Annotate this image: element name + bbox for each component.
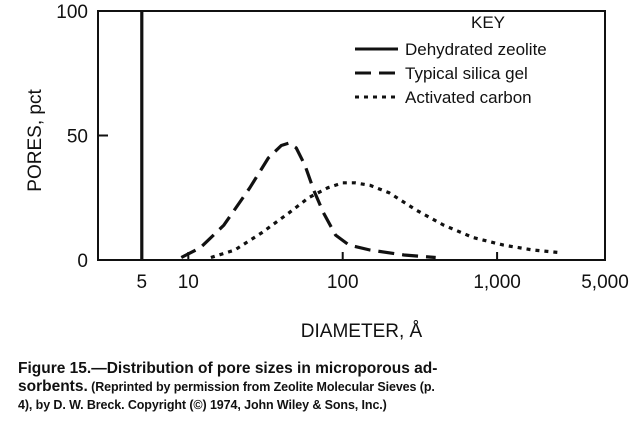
caption-title-line2: sorbents. [18, 378, 88, 395]
series-line-activated-carbon [210, 181, 559, 260]
x-tick-label: 100 [327, 272, 359, 293]
legend-title: KEY [471, 13, 505, 32]
y-tick-label: 100 [56, 2, 88, 23]
series-line-typical-silica-gel [180, 141, 436, 260]
figure-caption: Figure 15.—Distribution of pore sizes in… [18, 360, 623, 414]
y-tick-label: 50 [67, 127, 88, 148]
y-axis-label: PORES, pct [25, 89, 46, 192]
legend-label: Activated carbon [405, 88, 532, 107]
caption-title-line1: Figure 15.—Distribution of pore sizes in… [18, 360, 438, 377]
caption-credit-line2: (Reprinted by permission from Zeolite Mo… [87, 380, 435, 394]
x-tick-label: 5,000 [581, 272, 629, 293]
x-axis-label: DIAMETER, Å [301, 321, 423, 342]
legend-label: Typical silica gel [405, 64, 528, 83]
caption-line2: sorbents. (Reprinted by permission from … [18, 378, 623, 396]
y-tick-label: 0 [77, 251, 88, 272]
legend: KEY Dehydrated zeolite Typical silica gel A… [355, 13, 547, 107]
x-tick-label: 1,000 [473, 272, 521, 293]
legend-label: Dehydrated zeolite [405, 40, 547, 59]
x-tick-label: 10 [178, 272, 199, 293]
axis-labels: 0 50 100 5 10 100 1,000 5,000 PORES, pct DIAMETER… [25, 2, 629, 342]
pore-size-chart: KEY Dehydrated zeolite Typical silica gel A… [25, 2, 629, 342]
x-tick-label: 5 [137, 272, 148, 293]
caption-credit-line3: 4), by D. W. Breck. Copyright (©) 1974, … [18, 398, 387, 412]
data-series [140, 11, 559, 260]
